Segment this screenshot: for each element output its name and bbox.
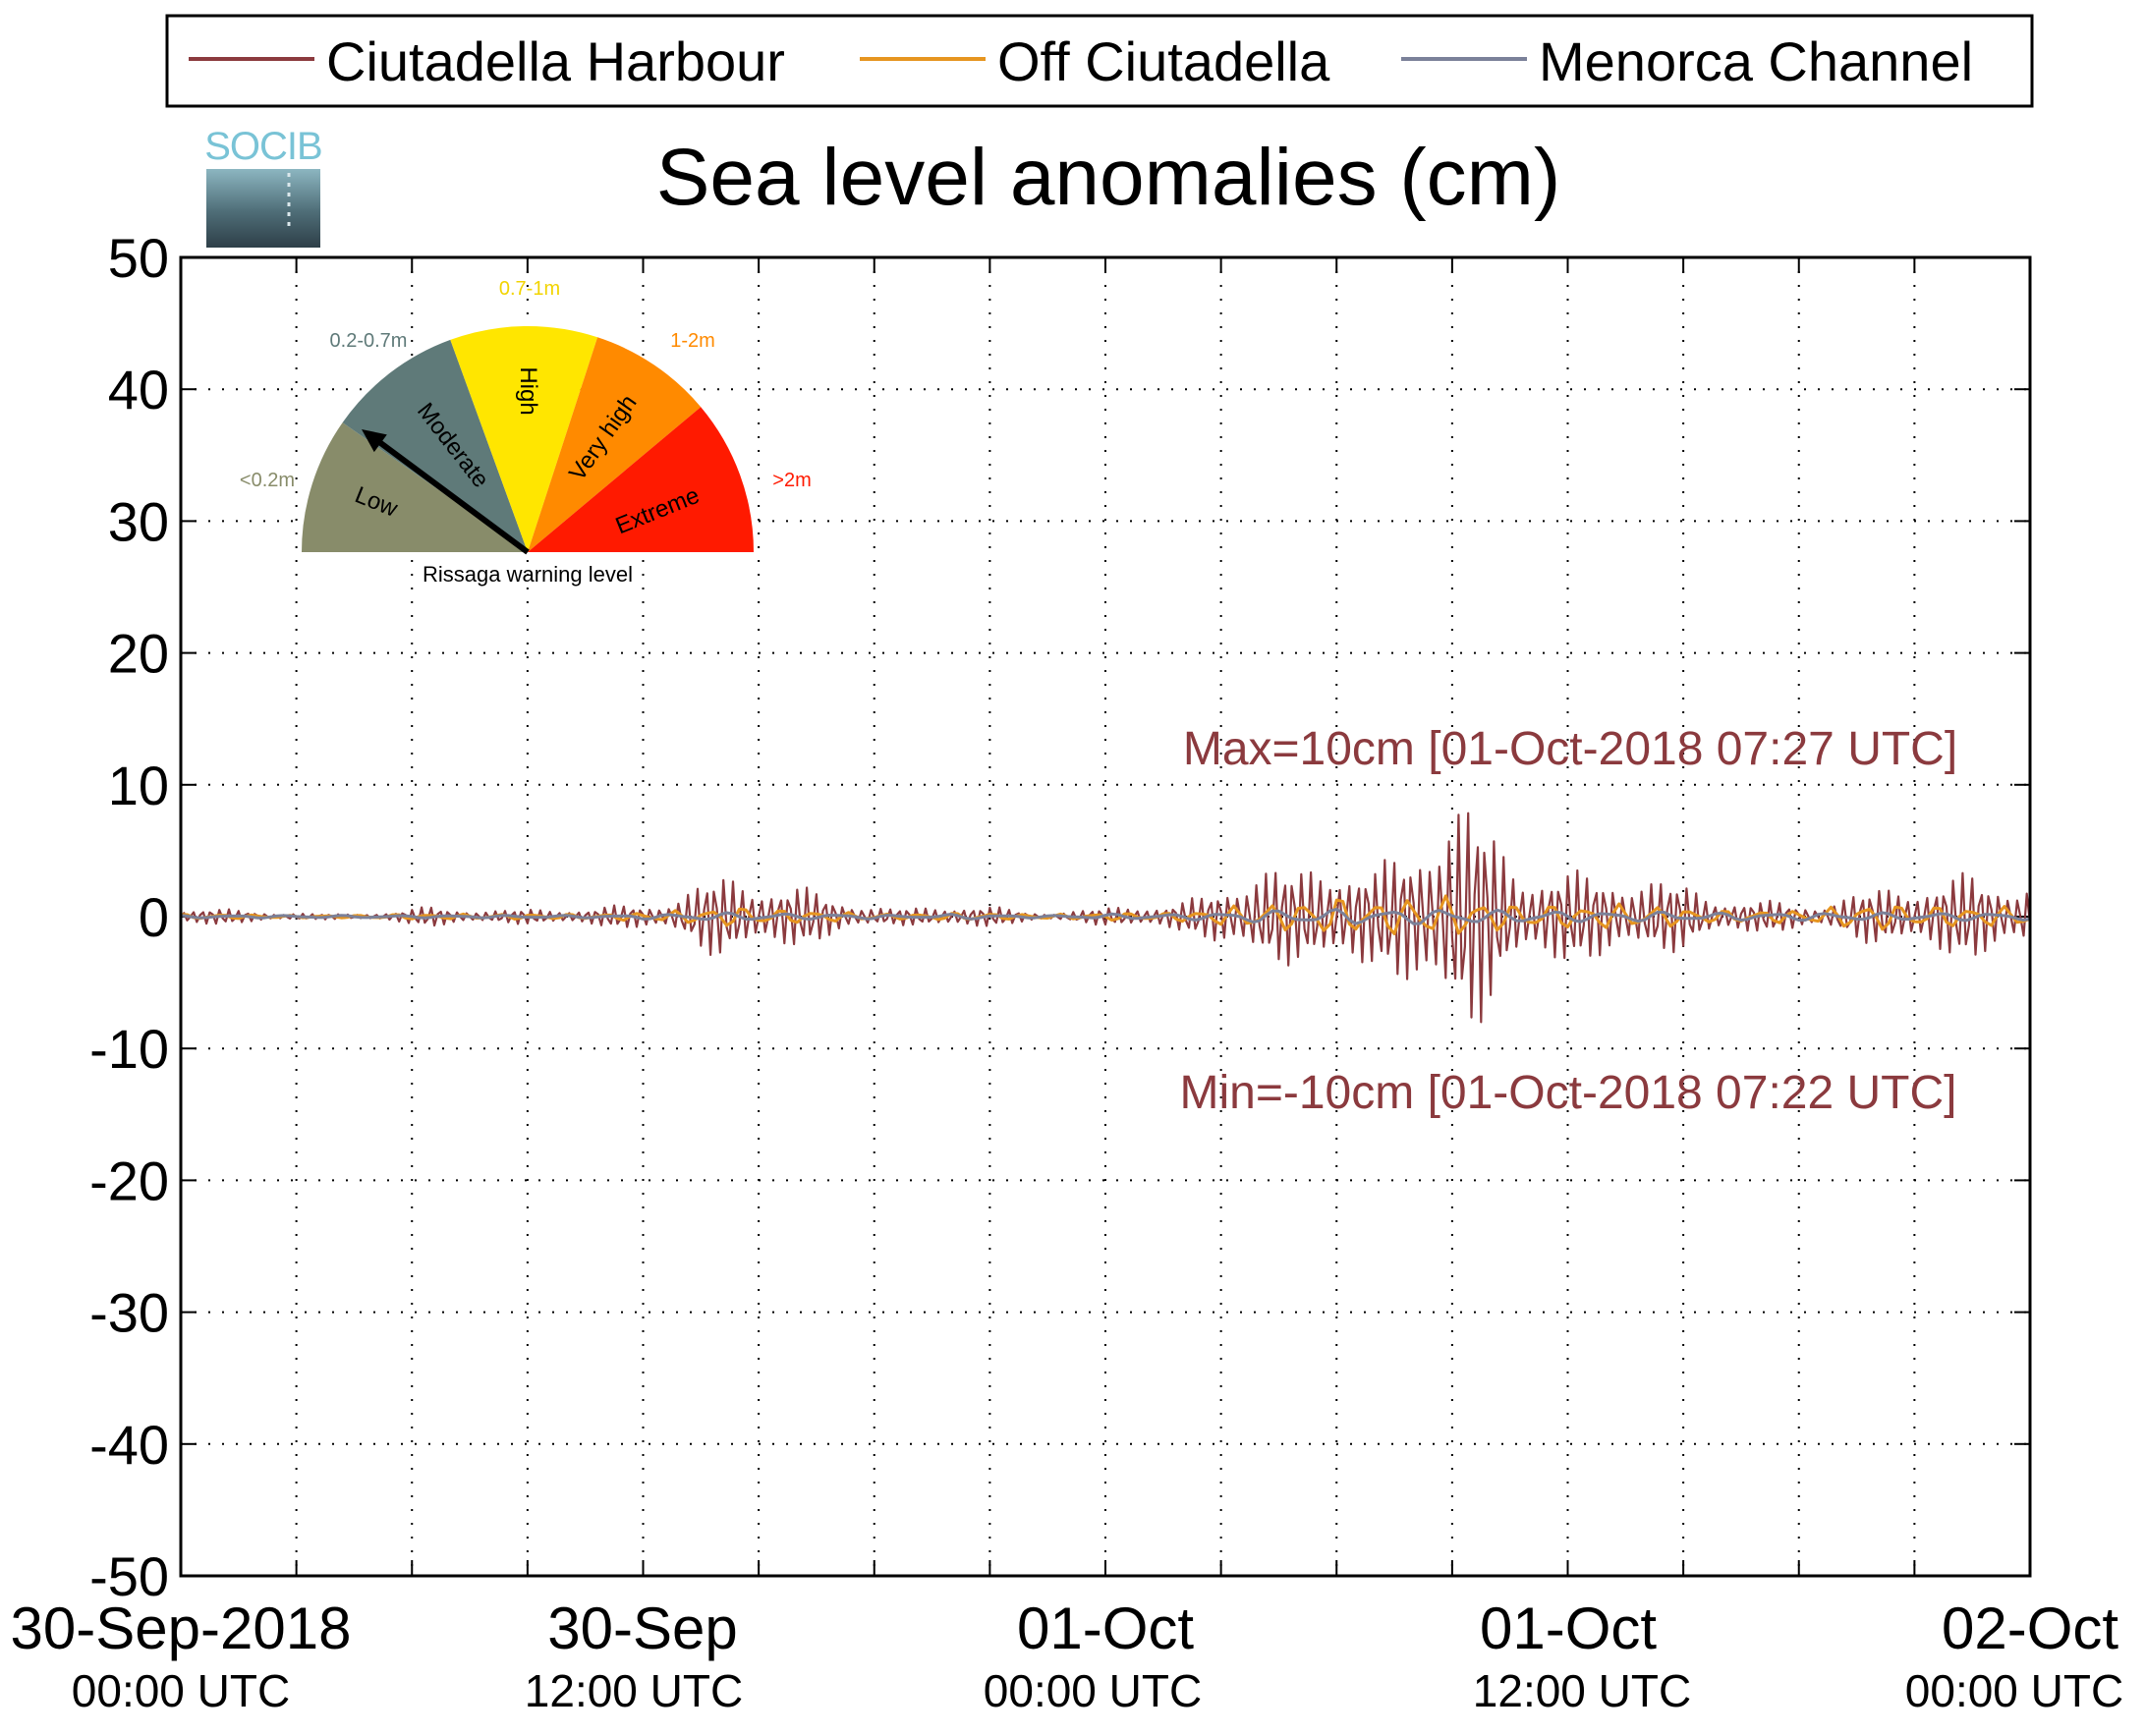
- logo-block: [206, 167, 320, 248]
- gauge-range-extreme: >2m: [772, 470, 811, 491]
- gauge-segment-extreme: [528, 407, 754, 552]
- legend-label-ciutadella-harbour: Ciutadella Harbour: [326, 30, 785, 92]
- x-tick-label-2-date: 01-Oct: [1017, 1596, 1194, 1661]
- gauge-segment-high: [450, 326, 598, 552]
- logo-text: SOCIB: [204, 125, 321, 168]
- max-annotation: Max=10cm [01-Oct-2018 07:27 UTC]: [1183, 723, 1957, 775]
- x-tick-label-4-date: 02-Oct: [1942, 1596, 2118, 1661]
- y-tick-label: -20: [89, 1149, 169, 1211]
- rissaga-gauge: Low Moderate High Very high Extreme <0.2…: [240, 278, 812, 587]
- gauge-range-moderate: 0.2-0.7m: [330, 330, 408, 352]
- logo-band: [206, 163, 320, 169]
- gauge-segment-low: [302, 422, 528, 552]
- x-tick-label-0-date: 30-Sep-2018: [11, 1596, 352, 1661]
- legend-label-off-ciutadella: Off Ciutadella: [997, 30, 1330, 92]
- y-tick-label: -40: [89, 1414, 169, 1476]
- x-axis-tick-labels: 30-Sep-2018 00:00 UTC 30-Sep 12:00 UTC 0…: [11, 1596, 2124, 1716]
- x-tick-label-4-time: 00:00 UTC: [1905, 1665, 2123, 1716]
- min-annotation: Min=-10cm [01-Oct-2018 07:22 UTC]: [1180, 1067, 1957, 1119]
- legend-box: [165, 14, 2034, 108]
- y-tick-label: 10: [108, 755, 169, 816]
- y-tick-label: 0: [139, 886, 169, 948]
- y-tick-label: -10: [89, 1018, 169, 1080]
- gauge-needle: [366, 430, 530, 555]
- chart-title: Sea level anomalies (cm): [656, 133, 1561, 222]
- legend-label-menorca-channel: Menorca Channel: [1539, 30, 1973, 92]
- gauge-range-very-high: 1-2m: [670, 330, 715, 352]
- series-line-menorca-channel: [180, 908, 2031, 925]
- gauge-segment-very-high: [528, 337, 702, 552]
- gauge-range-high: 0.7-1m: [499, 278, 560, 300]
- x-tick-label-1-date: 30-Sep: [547, 1596, 737, 1661]
- gauge-needle-arrowhead: [362, 429, 387, 453]
- x-tick-label-3-date: 01-Oct: [1480, 1596, 1657, 1661]
- x-tick-label-1-time: 12:00 UTC: [525, 1665, 743, 1716]
- y-tick-label: 40: [108, 359, 169, 420]
- socib-logo: SOCIB: [204, 125, 323, 248]
- y-tick-label: 50: [108, 227, 169, 289]
- x-tick-label-3-time: 12:00 UTC: [1473, 1665, 1691, 1716]
- y-tick-label: 30: [108, 490, 169, 552]
- gauge-caption: Rissaga warning level: [423, 562, 633, 587]
- x-tick-label-0-time: 00:00 UTC: [72, 1665, 290, 1716]
- plot-frame: [179, 255, 2032, 1578]
- gauge-segment-moderate: [342, 339, 528, 552]
- gauge-level-label-high: High: [515, 366, 541, 415]
- y-tick-label: -50: [89, 1545, 169, 1607]
- y-tick-label: -30: [89, 1282, 169, 1344]
- legend: Ciutadella Harbour Off Ciutadella Menorc…: [165, 14, 2034, 108]
- x-tick-label-2-time: 00:00 UTC: [984, 1665, 1202, 1716]
- gauge-range-low: <0.2m: [240, 470, 295, 491]
- y-axis-tick-labels: 50 40 30 20 10 0 -10 -20 -30 -40 -50: [89, 227, 169, 1607]
- y-tick-label: 20: [108, 623, 169, 685]
- series-layer: [180, 812, 2032, 1024]
